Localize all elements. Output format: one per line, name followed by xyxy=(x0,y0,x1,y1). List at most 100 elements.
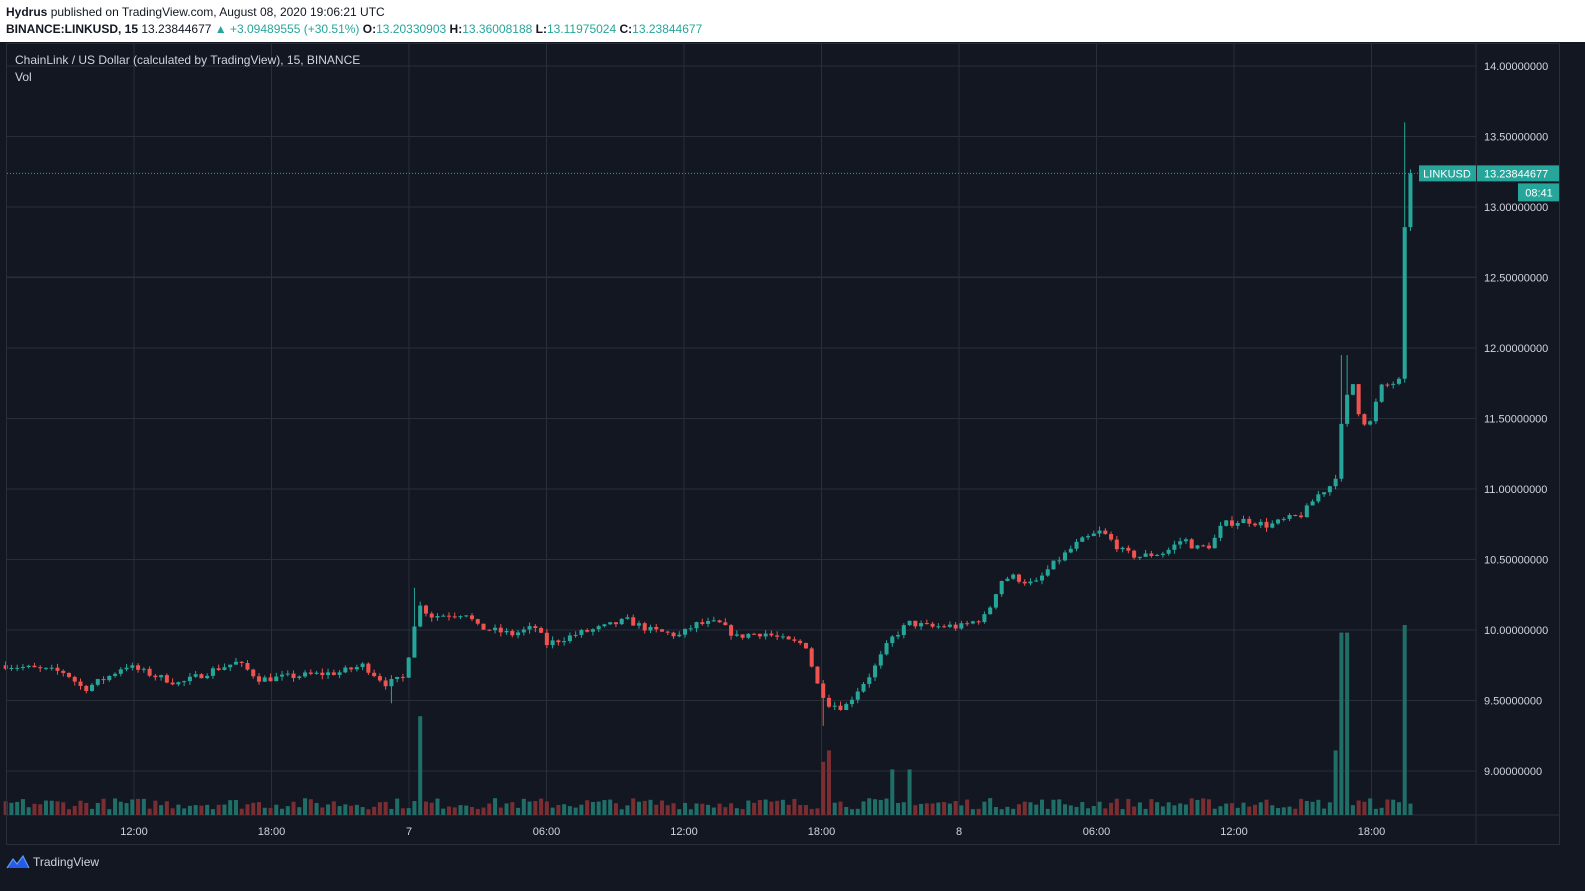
volume-bar xyxy=(901,802,906,815)
candle-body xyxy=(878,654,883,666)
candle-body xyxy=(855,691,860,700)
candle-body xyxy=(1385,384,1390,386)
candle-body xyxy=(683,628,688,635)
volume-bar xyxy=(423,801,428,815)
volume-bar xyxy=(199,805,204,815)
candle-body xyxy=(1120,547,1125,550)
candle-body xyxy=(107,675,112,681)
price-axis-tick: 14.00000000 xyxy=(1484,61,1548,73)
volume-bar xyxy=(769,801,774,815)
candle-body xyxy=(694,622,699,629)
candle-body xyxy=(182,681,187,683)
candle-body xyxy=(596,626,601,630)
candle-body xyxy=(210,668,215,676)
volume-bar xyxy=(475,808,480,815)
last-price: 13.23844677 xyxy=(141,22,212,36)
candle-body xyxy=(291,673,296,679)
volume-bar xyxy=(1172,805,1177,815)
volume-bar xyxy=(314,802,319,815)
volume-bar xyxy=(1385,799,1390,815)
candle-body xyxy=(15,667,20,669)
candle-body xyxy=(729,625,734,636)
candle-body xyxy=(1143,553,1148,557)
volume-bar xyxy=(1327,802,1332,815)
volume-bar xyxy=(982,801,987,815)
volume-bar xyxy=(1132,806,1137,815)
volume-bar xyxy=(1379,807,1384,815)
candle-body xyxy=(608,622,613,625)
last-price-tag-label: 13.23844677 xyxy=(1484,168,1548,180)
volume-bar xyxy=(504,803,509,815)
candle-body xyxy=(1396,378,1401,384)
candle-body xyxy=(297,676,302,679)
last-price-tag xyxy=(1477,165,1560,182)
volume-bar xyxy=(1241,802,1246,815)
volume-bar xyxy=(965,799,970,815)
candle-body xyxy=(1322,492,1327,495)
candle-body xyxy=(423,605,428,614)
candle-body xyxy=(1235,523,1240,526)
candle-body xyxy=(314,672,319,674)
volume-bar xyxy=(717,803,722,815)
candle-body xyxy=(1304,505,1309,518)
volume-bar xyxy=(1166,802,1171,815)
candle-body xyxy=(567,635,572,642)
volume-bar xyxy=(625,805,630,815)
candle-body xyxy=(769,633,774,636)
volume-legend: Vol xyxy=(15,70,32,84)
candle-body xyxy=(251,669,256,677)
candle-body xyxy=(458,616,463,618)
candle-body xyxy=(602,624,607,627)
volume-bar xyxy=(694,803,699,815)
candlestick-chart[interactable]: 14.00000000 13.50000000 13.00000000 12.5000… xyxy=(0,0,1585,846)
candle-body xyxy=(1281,518,1286,520)
volume-bar xyxy=(43,800,48,815)
volume-bar xyxy=(487,803,492,815)
volume-bar xyxy=(1074,806,1079,815)
candle-body xyxy=(268,677,273,682)
volume-bar xyxy=(1391,799,1396,815)
volume-bar xyxy=(1264,799,1269,815)
candle-body xyxy=(1408,173,1413,228)
volume-bar xyxy=(1218,806,1223,815)
candle-body xyxy=(412,626,417,658)
volume-bar xyxy=(1016,804,1021,815)
tradingview-brand[interactable]: TradingView xyxy=(33,855,100,869)
volume-bar xyxy=(164,801,169,815)
volume-bar xyxy=(1212,808,1217,815)
volume-bar xyxy=(913,805,918,815)
volume-bar xyxy=(665,805,670,815)
volume-bar xyxy=(636,801,641,815)
candle-body xyxy=(590,629,595,632)
candle-body xyxy=(1258,521,1263,526)
candle-body xyxy=(377,676,382,681)
candle-body xyxy=(170,682,175,685)
candle-body xyxy=(233,661,238,665)
time-axis-tick: 8 xyxy=(956,826,962,838)
candle-body xyxy=(832,705,837,707)
candle-body xyxy=(1126,547,1131,551)
candle-body xyxy=(1109,533,1114,540)
volume-bar xyxy=(1299,798,1304,815)
tradingview-logo-icon[interactable] xyxy=(6,854,30,870)
volume-bar xyxy=(798,805,803,815)
candle-body xyxy=(965,623,970,625)
volume-bar xyxy=(1080,802,1085,815)
author-name[interactable]: Hydrus xyxy=(6,5,48,19)
candle-body xyxy=(72,676,77,682)
volume-bar xyxy=(130,799,135,815)
candle-body xyxy=(366,663,371,673)
candle-body xyxy=(193,674,198,677)
candle-body xyxy=(913,620,918,627)
volume-bar xyxy=(256,802,262,815)
candle-body xyxy=(389,679,394,687)
candle-body xyxy=(815,666,820,684)
volume-bar xyxy=(372,806,377,815)
candle-body xyxy=(1379,384,1384,402)
candle-body xyxy=(1149,553,1154,556)
volume-bar xyxy=(326,804,331,815)
low-value: 13.11975024 xyxy=(546,22,617,36)
candle-body xyxy=(337,672,342,675)
candle-body xyxy=(1247,518,1252,524)
volume-bar xyxy=(1120,809,1125,815)
